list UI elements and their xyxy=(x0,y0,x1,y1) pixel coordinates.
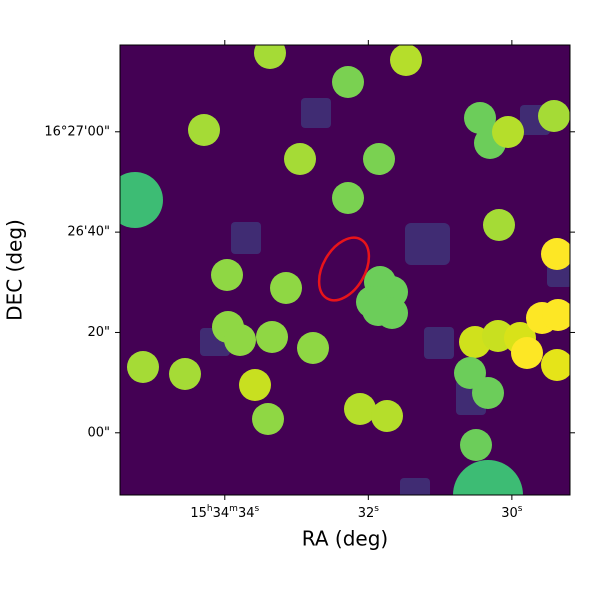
y-tick-label: 20" xyxy=(87,325,110,340)
y-axis-label: DEC (deg) xyxy=(3,219,27,321)
y-tick-label: 00" xyxy=(87,425,110,440)
x-axis-label: RA (deg) xyxy=(302,527,388,551)
plot-frame xyxy=(119,44,571,496)
sky-image xyxy=(120,45,570,495)
y-tick-label: 16°27'00" xyxy=(44,124,110,139)
x-tick-label: 32s xyxy=(358,504,380,521)
y-tick-label: 26'40" xyxy=(67,225,110,240)
x-tick-label: 15h34m34s xyxy=(190,504,259,521)
x-tick-label: 30s xyxy=(501,504,523,521)
